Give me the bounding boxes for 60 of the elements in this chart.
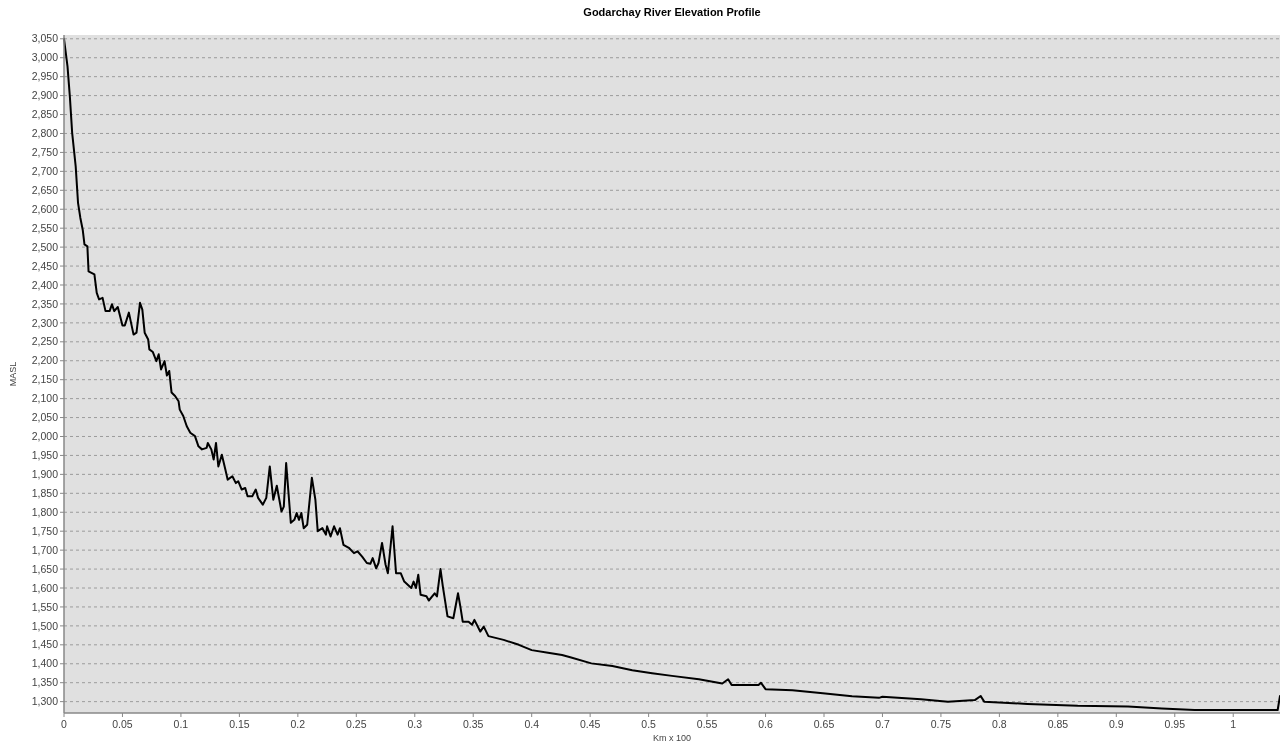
y-tick-label: 1,900	[31, 468, 59, 481]
x-tick-label: 1	[1230, 718, 1237, 730]
y-tick-label: 2,600	[31, 202, 59, 215]
y-tick-label: 2,800	[31, 127, 59, 140]
x-tick-label: 0.4	[524, 718, 540, 730]
y-tick-label: 2,550	[31, 221, 59, 234]
x-tick-label: 0.65	[813, 718, 835, 730]
x-tick-label: 0.05	[112, 718, 133, 730]
y-tick-label: 1,400	[31, 657, 59, 670]
y-tick-label: 2,700	[31, 165, 59, 178]
y-tick-label: 2,500	[31, 240, 59, 253]
y-tick-label: 2,950	[31, 70, 59, 83]
y-tick-label: 1,550	[31, 600, 59, 613]
y-tick-label: 2,750	[31, 146, 59, 159]
y-tick-label: 2,050	[31, 411, 59, 424]
y-tick-label: 1,700	[31, 543, 59, 556]
chart-title: Godarchay River Elevation Profile	[583, 6, 761, 18]
x-tick-label: 0.55	[696, 718, 718, 730]
y-tick-label: 2,150	[31, 373, 59, 386]
y-tick-label: 1,500	[31, 619, 59, 632]
x-tick-label: 0.85	[1047, 718, 1069, 730]
x-tick-label: 0.5	[641, 718, 657, 730]
x-tick-label: 0.2	[290, 718, 306, 730]
y-tick-label: 1,350	[31, 676, 59, 689]
y-tick-label: 3,050	[31, 32, 59, 45]
y-tick-label: 2,000	[31, 430, 59, 443]
y-tick-label: 1,800	[31, 505, 59, 518]
x-tick-label: 0.95	[1164, 718, 1186, 730]
y-tick-label: 2,450	[31, 259, 59, 272]
x-tick-label: 0.75	[930, 718, 952, 730]
y-tick-label: 2,300	[31, 316, 59, 329]
y-tick-label: 1,650	[31, 562, 59, 575]
x-tick-label: 0	[61, 718, 68, 730]
y-tick-label: 2,200	[31, 354, 59, 367]
y-tick-label: 2,350	[31, 297, 59, 310]
y-tick-label: 2,900	[31, 89, 59, 102]
x-tick-label: 0.35	[463, 718, 484, 730]
x-tick-label: 0.25	[346, 718, 367, 730]
x-tick-label: 0.15	[229, 718, 250, 730]
x-tick-label: 0.1	[173, 718, 189, 730]
x-tick-label: 0.45	[579, 718, 601, 730]
x-axis-title: Km x 100	[652, 733, 692, 743]
y-tick-label: 1,850	[31, 486, 59, 499]
x-tick-label: 0.9	[1109, 718, 1124, 730]
y-axis-title: MASL	[8, 361, 18, 387]
x-tick-label: 0.3	[407, 718, 423, 730]
y-tick-label: 2,400	[31, 278, 59, 291]
y-tick-label: 2,650	[31, 183, 59, 196]
y-tick-label: 2,100	[31, 392, 59, 405]
y-tick-label: 1,300	[31, 695, 59, 708]
y-tick-label: 2,250	[31, 335, 59, 348]
x-tick-label: 0.6	[758, 718, 773, 730]
y-tick-label: 1,600	[31, 581, 59, 594]
x-tick-label: 0.8	[992, 718, 1007, 730]
y-tick-label: 1,950	[31, 449, 59, 462]
x-tick-label: 0.7	[875, 718, 890, 730]
y-tick-label: 1,450	[31, 638, 59, 651]
y-tick-label: 3,000	[31, 51, 59, 64]
y-tick-label: 1,750	[31, 524, 59, 537]
y-tick-label: 2,850	[31, 108, 59, 121]
